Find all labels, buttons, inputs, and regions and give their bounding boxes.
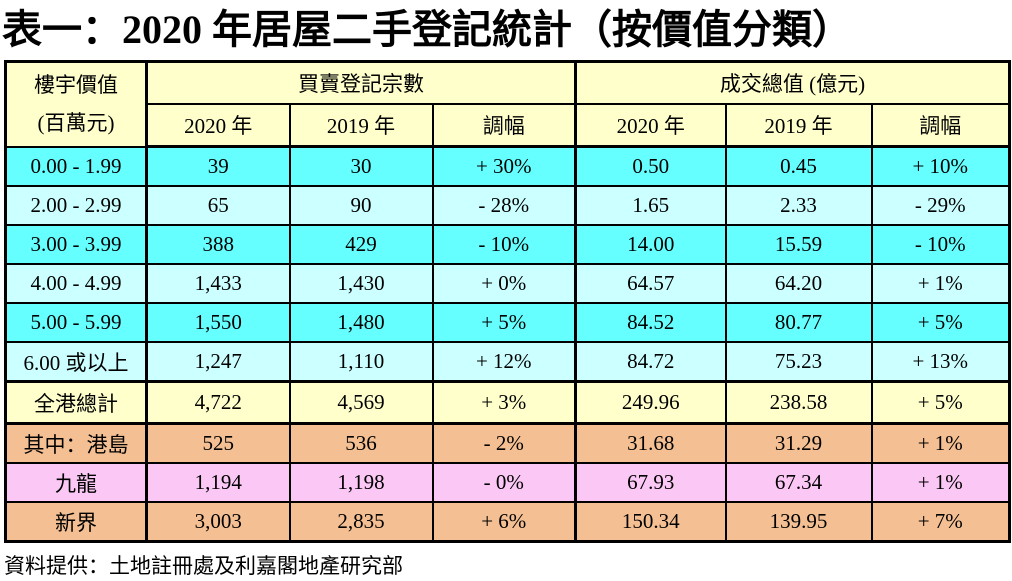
table-cell: 31.68 xyxy=(574,422,727,464)
table-cell: + 10% xyxy=(870,145,1011,187)
table-cell: 429 xyxy=(288,224,434,265)
table-row: 5.00 - 5.99 1,550 1,480 + 5% 84.52 80.77… xyxy=(4,302,1011,343)
table-body: 0.00 - 1.99 39 30 + 30% 0.50 0.45 + 10% … xyxy=(4,145,1011,543)
table-cell: 2,835 xyxy=(288,501,434,543)
table-cell: 80.77 xyxy=(724,302,873,343)
table-cell: 1,194 xyxy=(145,462,291,503)
sub-header-val-change: 調幅 xyxy=(870,103,1011,148)
table-header: 樓宇價值 (百萬元) 買賣登記宗數 成交總值 (億元) 2020 年 2019 … xyxy=(4,60,1011,148)
header-sub-row: 2020 年 2019 年 調幅 2020 年 2019 年 調幅 xyxy=(6,103,1011,148)
table-cell: 1,110 xyxy=(288,341,434,383)
table-cell: 65 xyxy=(145,185,291,226)
table-cell: 1,550 xyxy=(145,302,291,343)
row-label: 6.00 或以上 xyxy=(4,341,148,383)
table-cell: + 30% xyxy=(431,145,577,187)
table-cell: 14.00 xyxy=(574,224,727,265)
table-cell: - 2% xyxy=(431,422,577,464)
table-cell: 536 xyxy=(288,422,434,464)
table-cell: + 5% xyxy=(870,380,1011,425)
table-cell: 1,430 xyxy=(288,263,434,304)
col-header-building-value: 樓宇價值 (百萬元) xyxy=(4,60,148,148)
table-cell: 67.34 xyxy=(724,462,873,503)
table-cell: 4,569 xyxy=(288,380,434,425)
table-cell: - 10% xyxy=(431,224,577,265)
row-label: 新界 xyxy=(4,501,148,543)
table-cell: 1.65 xyxy=(574,185,727,226)
row-label: 3.00 - 3.99 xyxy=(4,224,148,265)
table-cell: 84.72 xyxy=(574,341,727,383)
row-label: 0.00 - 1.99 xyxy=(4,145,148,187)
row-label: 其中：港島 xyxy=(4,422,148,464)
table-cell: 4,722 xyxy=(145,380,291,425)
table-cell: 39 xyxy=(145,145,291,187)
row-label: 全港總計 xyxy=(4,380,148,425)
table-cell: + 7% xyxy=(870,501,1011,543)
table-cell: 150.34 xyxy=(574,501,727,543)
table-cell: 249.96 xyxy=(574,380,727,425)
table-cell: 1,480 xyxy=(288,302,434,343)
table-cell: + 12% xyxy=(431,341,577,383)
col-group-consideration: 成交總值 (億元) xyxy=(574,60,1011,105)
sub-header-val-2020: 2020 年 xyxy=(574,103,727,148)
table-cell: + 6% xyxy=(431,501,577,543)
row-label: 九龍 xyxy=(4,462,148,503)
table-cell: + 13% xyxy=(870,341,1011,383)
table-row: 新界 3,003 2,835 + 6% 150.34 139.95 + 7% xyxy=(4,501,1011,543)
table-cell: 0.45 xyxy=(724,145,873,187)
page-title: 表一：2020 年居屋二手登記統計（按價值分類） xyxy=(2,7,852,52)
table-row: 4.00 - 4.99 1,433 1,430 + 0% 64.57 64.20… xyxy=(4,263,1011,304)
sub-header-val-2019: 2019 年 xyxy=(724,103,873,148)
sub-header-reg-change: 調幅 xyxy=(431,103,577,148)
table-row: 0.00 - 1.99 39 30 + 30% 0.50 0.45 + 10% xyxy=(4,145,1011,187)
table-cell: 31.29 xyxy=(724,422,873,464)
col-group-registrations: 買賣登記宗數 xyxy=(145,60,577,105)
table-row: 2.00 - 2.99 65 90 - 28% 1.65 2.33 - 29% xyxy=(4,185,1011,226)
sub-header-reg-2020: 2020 年 xyxy=(145,103,291,148)
table-cell: 388 xyxy=(145,224,291,265)
row-label: 5.00 - 5.99 xyxy=(4,302,148,343)
table-cell: 525 xyxy=(145,422,291,464)
table-cell: 139.95 xyxy=(724,501,873,543)
table-cell: 90 xyxy=(288,185,434,226)
table-cell: 30 xyxy=(288,145,434,187)
table-cell: 1,198 xyxy=(288,462,434,503)
table-cell: 84.52 xyxy=(574,302,727,343)
table-cell: + 0% xyxy=(431,263,577,304)
table-cell: + 3% xyxy=(431,380,577,425)
table-row: 6.00 或以上 1,247 1,110 + 12% 84.72 75.23 +… xyxy=(4,341,1011,383)
table-cell: + 1% xyxy=(870,263,1011,304)
header-group-row: 樓宇價值 (百萬元) 買賣登記宗數 成交總值 (億元) xyxy=(4,60,1011,148)
source-note: 資料提供：土地註冊處及利嘉閣地產研究部 xyxy=(4,554,403,578)
table-cell: 3,003 xyxy=(145,501,291,543)
table-cell: 2.33 xyxy=(724,185,873,226)
table-row: 其中：港島 525 536 - 2% 31.68 31.29 + 1% xyxy=(4,422,1011,464)
row-label: 4.00 - 4.99 xyxy=(4,263,148,304)
table-cell: 64.20 xyxy=(724,263,873,304)
table-cell: - 0% xyxy=(431,462,577,503)
table-row: 九龍 1,194 1,198 - 0% 67.93 67.34 + 1% xyxy=(4,462,1011,503)
table-row: 3.00 - 3.99 388 429 - 10% 14.00 15.59 - … xyxy=(4,224,1011,265)
table-cell: 15.59 xyxy=(724,224,873,265)
table-cell: 64.57 xyxy=(574,263,727,304)
table-cell: - 29% xyxy=(870,185,1011,226)
table-cell: + 1% xyxy=(870,422,1011,464)
col-header-building-value-line2: (百萬元) xyxy=(37,111,115,136)
table-cell: 0.50 xyxy=(574,145,727,187)
table-row-total: 全港總計 4,722 4,569 + 3% 249.96 238.58 + 5% xyxy=(4,380,1011,425)
table-cell: - 10% xyxy=(870,224,1011,265)
table-cell: 238.58 xyxy=(724,380,873,425)
table-cell: + 5% xyxy=(431,302,577,343)
table-cell: 1,433 xyxy=(145,263,291,304)
table-cell: 75.23 xyxy=(724,341,873,383)
table-cell: 67.93 xyxy=(574,462,727,503)
stats-table: 樓宇價值 (百萬元) 買賣登記宗數 成交總值 (億元) 2020 年 2019 … xyxy=(4,60,1012,543)
col-header-building-value-line1: 樓宇價值 xyxy=(34,73,118,98)
table-cell: - 28% xyxy=(431,185,577,226)
sub-header-reg-2019: 2019 年 xyxy=(288,103,434,148)
table-cell: + 1% xyxy=(870,462,1011,503)
row-label: 2.00 - 2.99 xyxy=(4,185,148,226)
table-cell: 1,247 xyxy=(145,341,291,383)
table-cell: + 5% xyxy=(870,302,1011,343)
